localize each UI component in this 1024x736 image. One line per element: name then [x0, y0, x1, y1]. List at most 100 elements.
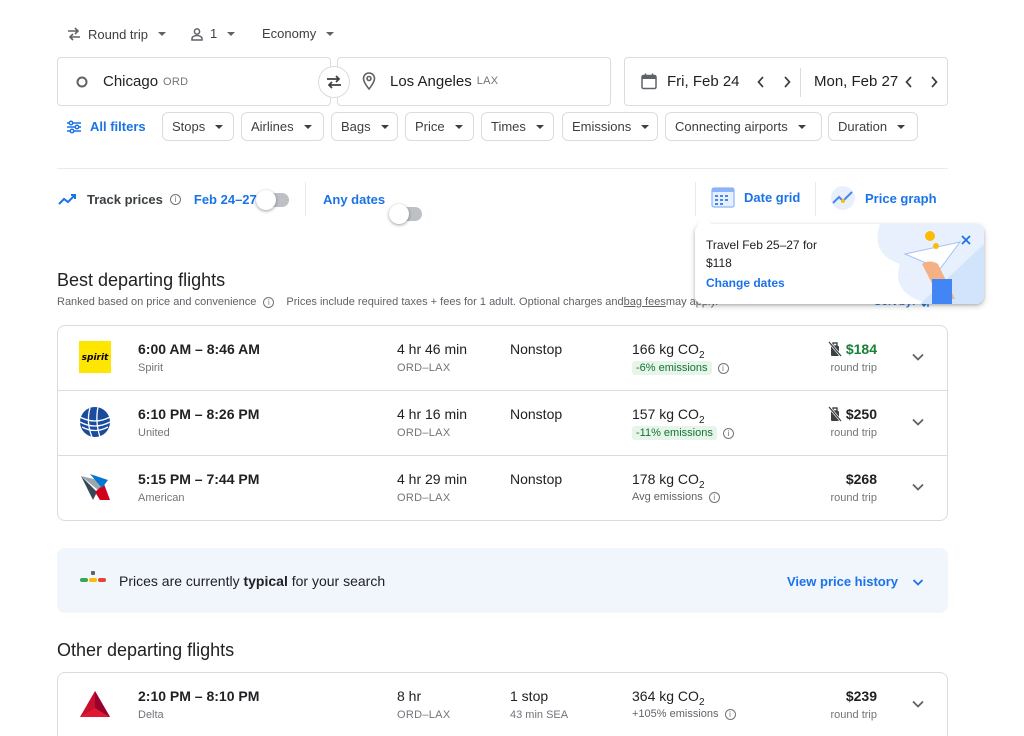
- divider: [305, 182, 306, 216]
- filter-chip-duration[interactable]: Duration: [828, 112, 918, 141]
- filter-chip-bags[interactable]: Bags: [331, 112, 398, 141]
- airline-name: Spirit: [138, 362, 164, 374]
- spirit-logo: spirit: [78, 340, 112, 374]
- view-price-history-button[interactable]: View price history: [787, 574, 924, 589]
- chevron-down-icon: [326, 31, 335, 36]
- svg-text:spirit: spirit: [82, 353, 109, 363]
- price-graph-button[interactable]: Price graph: [830, 185, 937, 211]
- flight-row[interactable]: 6:10 PM – 8:26 PM United 4 hr 16 min ORD…: [58, 391, 947, 456]
- info-icon[interactable]: i: [722, 427, 734, 439]
- any-dates-toggle[interactable]: [389, 204, 422, 224]
- chevron-down-icon: [797, 124, 806, 129]
- info-icon[interactable]: i: [263, 296, 275, 308]
- date-grid-button[interactable]: Date grid: [711, 185, 800, 209]
- info-icon[interactable]: i: [717, 362, 729, 374]
- destination-field[interactable]: Los Angeles LAX: [337, 57, 611, 106]
- track-dates-toggle[interactable]: [256, 190, 289, 210]
- no-carry-on-bag-icon: [827, 341, 843, 357]
- chip-label: Duration: [838, 119, 888, 134]
- depart-prev-button[interactable]: [750, 71, 772, 93]
- chevron-down-icon: [535, 124, 544, 129]
- trip-type-select[interactable]: Round trip: [66, 26, 166, 42]
- co2-amount: 178 kg CO2: [632, 471, 705, 491]
- airline-name: American: [138, 492, 185, 504]
- chip-label: Stops: [172, 119, 206, 134]
- chip-label: Airlines: [251, 119, 294, 134]
- chevron-right-icon: [931, 76, 938, 88]
- info-icon[interactable]: i: [708, 491, 720, 503]
- filter-chip-emissions[interactable]: Emissions: [562, 112, 658, 141]
- cabin-class-label: Economy: [262, 26, 317, 41]
- divider: [695, 182, 696, 216]
- origin-circle-icon: [76, 76, 88, 88]
- expand-button[interactable]: [911, 697, 925, 711]
- chip-label: Times: [491, 119, 526, 134]
- chevron-down-icon: [912, 418, 924, 426]
- info-icon[interactable]: i: [169, 194, 181, 205]
- filter-chip-times[interactable]: Times: [481, 112, 554, 141]
- filter-chip-price[interactable]: Price: [405, 112, 474, 141]
- chevron-down-icon: [641, 124, 650, 129]
- swap-locations-button[interactable]: [318, 66, 350, 98]
- flight-price: $184: [827, 341, 877, 357]
- price-graph-label: Price graph: [865, 190, 937, 206]
- change-dates-link[interactable]: Change dates: [706, 276, 785, 290]
- flight-route: ORD–LAX: [397, 362, 451, 374]
- info-icon[interactable]: i: [724, 708, 736, 720]
- price-level-icon: [80, 571, 106, 585]
- bag-fees-link[interactable]: bag fees: [623, 296, 666, 308]
- other-flights-title: Other departing flights: [57, 640, 235, 660]
- flight-stops: Nonstop: [510, 471, 563, 487]
- chip-label: Connecting airports: [675, 119, 788, 134]
- price-insight-text: Prices are currently typical for your se…: [119, 573, 386, 589]
- expand-button[interactable]: [911, 415, 925, 429]
- depart-next-button[interactable]: [776, 71, 798, 93]
- co2-amount: 166 kg CO2: [632, 341, 705, 361]
- tooltip-arrow: [697, 218, 713, 226]
- filter-chip-stops[interactable]: Stops: [162, 112, 234, 141]
- no-carry-on-bag-icon: [827, 406, 843, 422]
- filter-chip-airlines[interactable]: Airlines: [241, 112, 324, 141]
- passengers-select[interactable]: 1: [190, 26, 236, 41]
- chevron-down-icon: [215, 124, 224, 129]
- return-date-field[interactable]: Mon, Feb 27: [814, 73, 898, 90]
- flight-times: 6:00 AM – 8:46 AM: [138, 341, 260, 357]
- track-prices-section: Track prices i Feb 24–27: [58, 192, 257, 207]
- expand-button[interactable]: [911, 350, 925, 364]
- tooltip-close-button[interactable]: [961, 235, 971, 245]
- flight-stops: Nonstop: [510, 341, 563, 357]
- chevron-down-icon: [227, 31, 236, 36]
- layover-info: 43 min SEA: [510, 709, 569, 721]
- return-prev-button[interactable]: [898, 71, 920, 93]
- flight-price: $239: [845, 688, 877, 704]
- chevron-down-icon: [454, 124, 463, 129]
- filter-sliders-icon: [66, 119, 82, 134]
- flight-row[interactable]: 5:15 PM – 7:44 PM American 4 hr 29 min O…: [58, 456, 947, 521]
- flight-route: ORD–LAX: [397, 427, 451, 439]
- emissions-badge: -6% emissions i: [632, 361, 729, 375]
- origin-city: Chicago: [103, 73, 159, 90]
- price-trip-type: round trip: [830, 709, 877, 721]
- flight-price: $250: [827, 406, 877, 422]
- swap-arrows-icon: [66, 26, 82, 42]
- chevron-down-icon: [912, 578, 924, 586]
- best-flights-title: Best departing flights: [57, 270, 226, 290]
- depart-date-field[interactable]: Fri, Feb 24: [641, 73, 740, 90]
- origin-field[interactable]: Chicago ORD: [57, 57, 331, 106]
- cabin-class-select[interactable]: Economy: [262, 26, 335, 41]
- calendar-icon: [641, 73, 657, 90]
- expand-button[interactable]: [911, 480, 925, 494]
- trip-type-label: Round trip: [88, 26, 148, 42]
- return-next-button[interactable]: [923, 71, 945, 93]
- date-range-field[interactable]: Fri, Feb 24 Mon, Feb 27: [624, 57, 948, 106]
- co2-amount: 157 kg CO2: [632, 406, 705, 426]
- calendar-grid-icon: [711, 185, 735, 209]
- flight-row[interactable]: 2:10 PM – 8:10 PM Delta 8 hr ORD–LAX 1 s…: [58, 673, 947, 736]
- flight-row[interactable]: spirit 6:00 AM – 8:46 AM Spirit 4 hr 46 …: [58, 326, 947, 391]
- filter-chip-connecting-airports[interactable]: Connecting airports: [665, 112, 822, 141]
- best-flights-subtitle: Ranked based on price and convenience i …: [57, 296, 718, 308]
- best-flights-list: spirit 6:00 AM – 8:46 AM Spirit 4 hr 46 …: [57, 325, 948, 521]
- all-filters-button[interactable]: All filters: [66, 112, 146, 141]
- flight-duration: 8 hr: [397, 688, 422, 704]
- location-pin-icon: [362, 72, 376, 90]
